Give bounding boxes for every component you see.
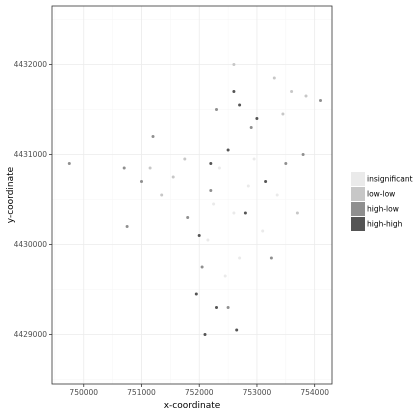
data-point-high-high <box>209 162 213 165</box>
data-point-insignificant <box>206 238 210 242</box>
data-point-high-low <box>209 189 213 192</box>
data-point-insignificant <box>232 211 236 215</box>
legend: insignificant low-low high-low high-high <box>351 172 413 231</box>
y-tick-label: 4429000 <box>14 330 48 339</box>
y-tick-label: 4431000 <box>14 150 48 159</box>
x-axis-title: x-coordinate <box>164 401 221 411</box>
legend-key-low-low <box>351 187 365 201</box>
x-tick-label: 753000 <box>243 388 272 397</box>
x-tick-label: 752000 <box>185 388 214 397</box>
data-point-high-high <box>194 292 198 296</box>
y-tick-label: 4430000 <box>14 240 48 249</box>
data-point-high-low <box>151 135 155 138</box>
legend-key-high-high <box>351 217 365 231</box>
axes: 750000 751000 752000 753000 754000 4429000 443… <box>14 60 330 397</box>
data-point-insignificant <box>238 256 242 260</box>
data-point-high-high <box>238 103 242 107</box>
data-point-low-low <box>171 175 175 179</box>
x-tick-label: 751000 <box>127 388 156 397</box>
data-point-low-low <box>160 193 164 197</box>
data-point-high-low <box>140 180 143 183</box>
data-point-high-high <box>235 328 239 332</box>
data-point-high-low <box>186 216 190 219</box>
data-point-high-low <box>226 306 230 309</box>
legend-label-high-high: high-high <box>367 220 403 229</box>
data-point-insignificant <box>275 193 279 197</box>
data-point-high-high <box>243 211 247 215</box>
data-point-high-high <box>232 90 236 93</box>
panel-border <box>51 5 333 385</box>
legend-label-high-low: high-low <box>367 205 399 214</box>
y-tick-label: 4432000 <box>14 60 48 69</box>
data-point-high-low <box>122 166 126 170</box>
data-point-insignificant <box>223 274 227 278</box>
data-point-low-low <box>272 76 276 80</box>
data-point-low-low <box>183 157 187 161</box>
data-point-high-high <box>197 234 201 237</box>
data-point-low-low <box>295 211 299 215</box>
x-tick-label: 750000 <box>69 388 98 397</box>
grid-lines <box>52 6 332 384</box>
x-tick-label: 754000 <box>300 388 329 397</box>
data-point-insignificant <box>212 202 216 206</box>
data-point-insignificant <box>261 229 265 233</box>
data-point-high-low <box>301 153 305 156</box>
data-point-insignificant <box>217 166 221 170</box>
data-point-high-high <box>255 117 259 120</box>
data-point-insignificant <box>252 157 256 161</box>
data-point-high-high <box>226 148 230 152</box>
data-point-low-low <box>304 94 308 98</box>
data-point-low-low <box>290 90 294 93</box>
legend-label-insignificant: insignificant <box>367 175 413 184</box>
data-point-high-low <box>249 126 253 129</box>
data-points <box>67 63 322 336</box>
data-point-high-low <box>215 108 218 111</box>
data-point-high-low <box>125 225 129 228</box>
legend-key-insignificant <box>351 172 365 186</box>
data-point-low-low <box>281 112 285 116</box>
data-point-high-high <box>264 180 268 183</box>
legend-label-low-low: low-low <box>367 190 395 199</box>
legend-key-high-low <box>351 202 365 216</box>
data-point-high-high <box>203 333 207 336</box>
data-point-high-high <box>215 306 218 309</box>
data-point-low-low <box>232 63 236 66</box>
y-axis-title: y-coordinate <box>6 166 16 223</box>
data-point-high-low <box>200 265 204 269</box>
data-point-high-low <box>269 256 273 260</box>
data-point-high-low <box>319 99 322 102</box>
data-point-high-low <box>67 162 71 165</box>
data-point-low-low <box>148 166 152 170</box>
data-point-high-low <box>284 162 288 165</box>
data-point-insignificant <box>246 184 250 188</box>
